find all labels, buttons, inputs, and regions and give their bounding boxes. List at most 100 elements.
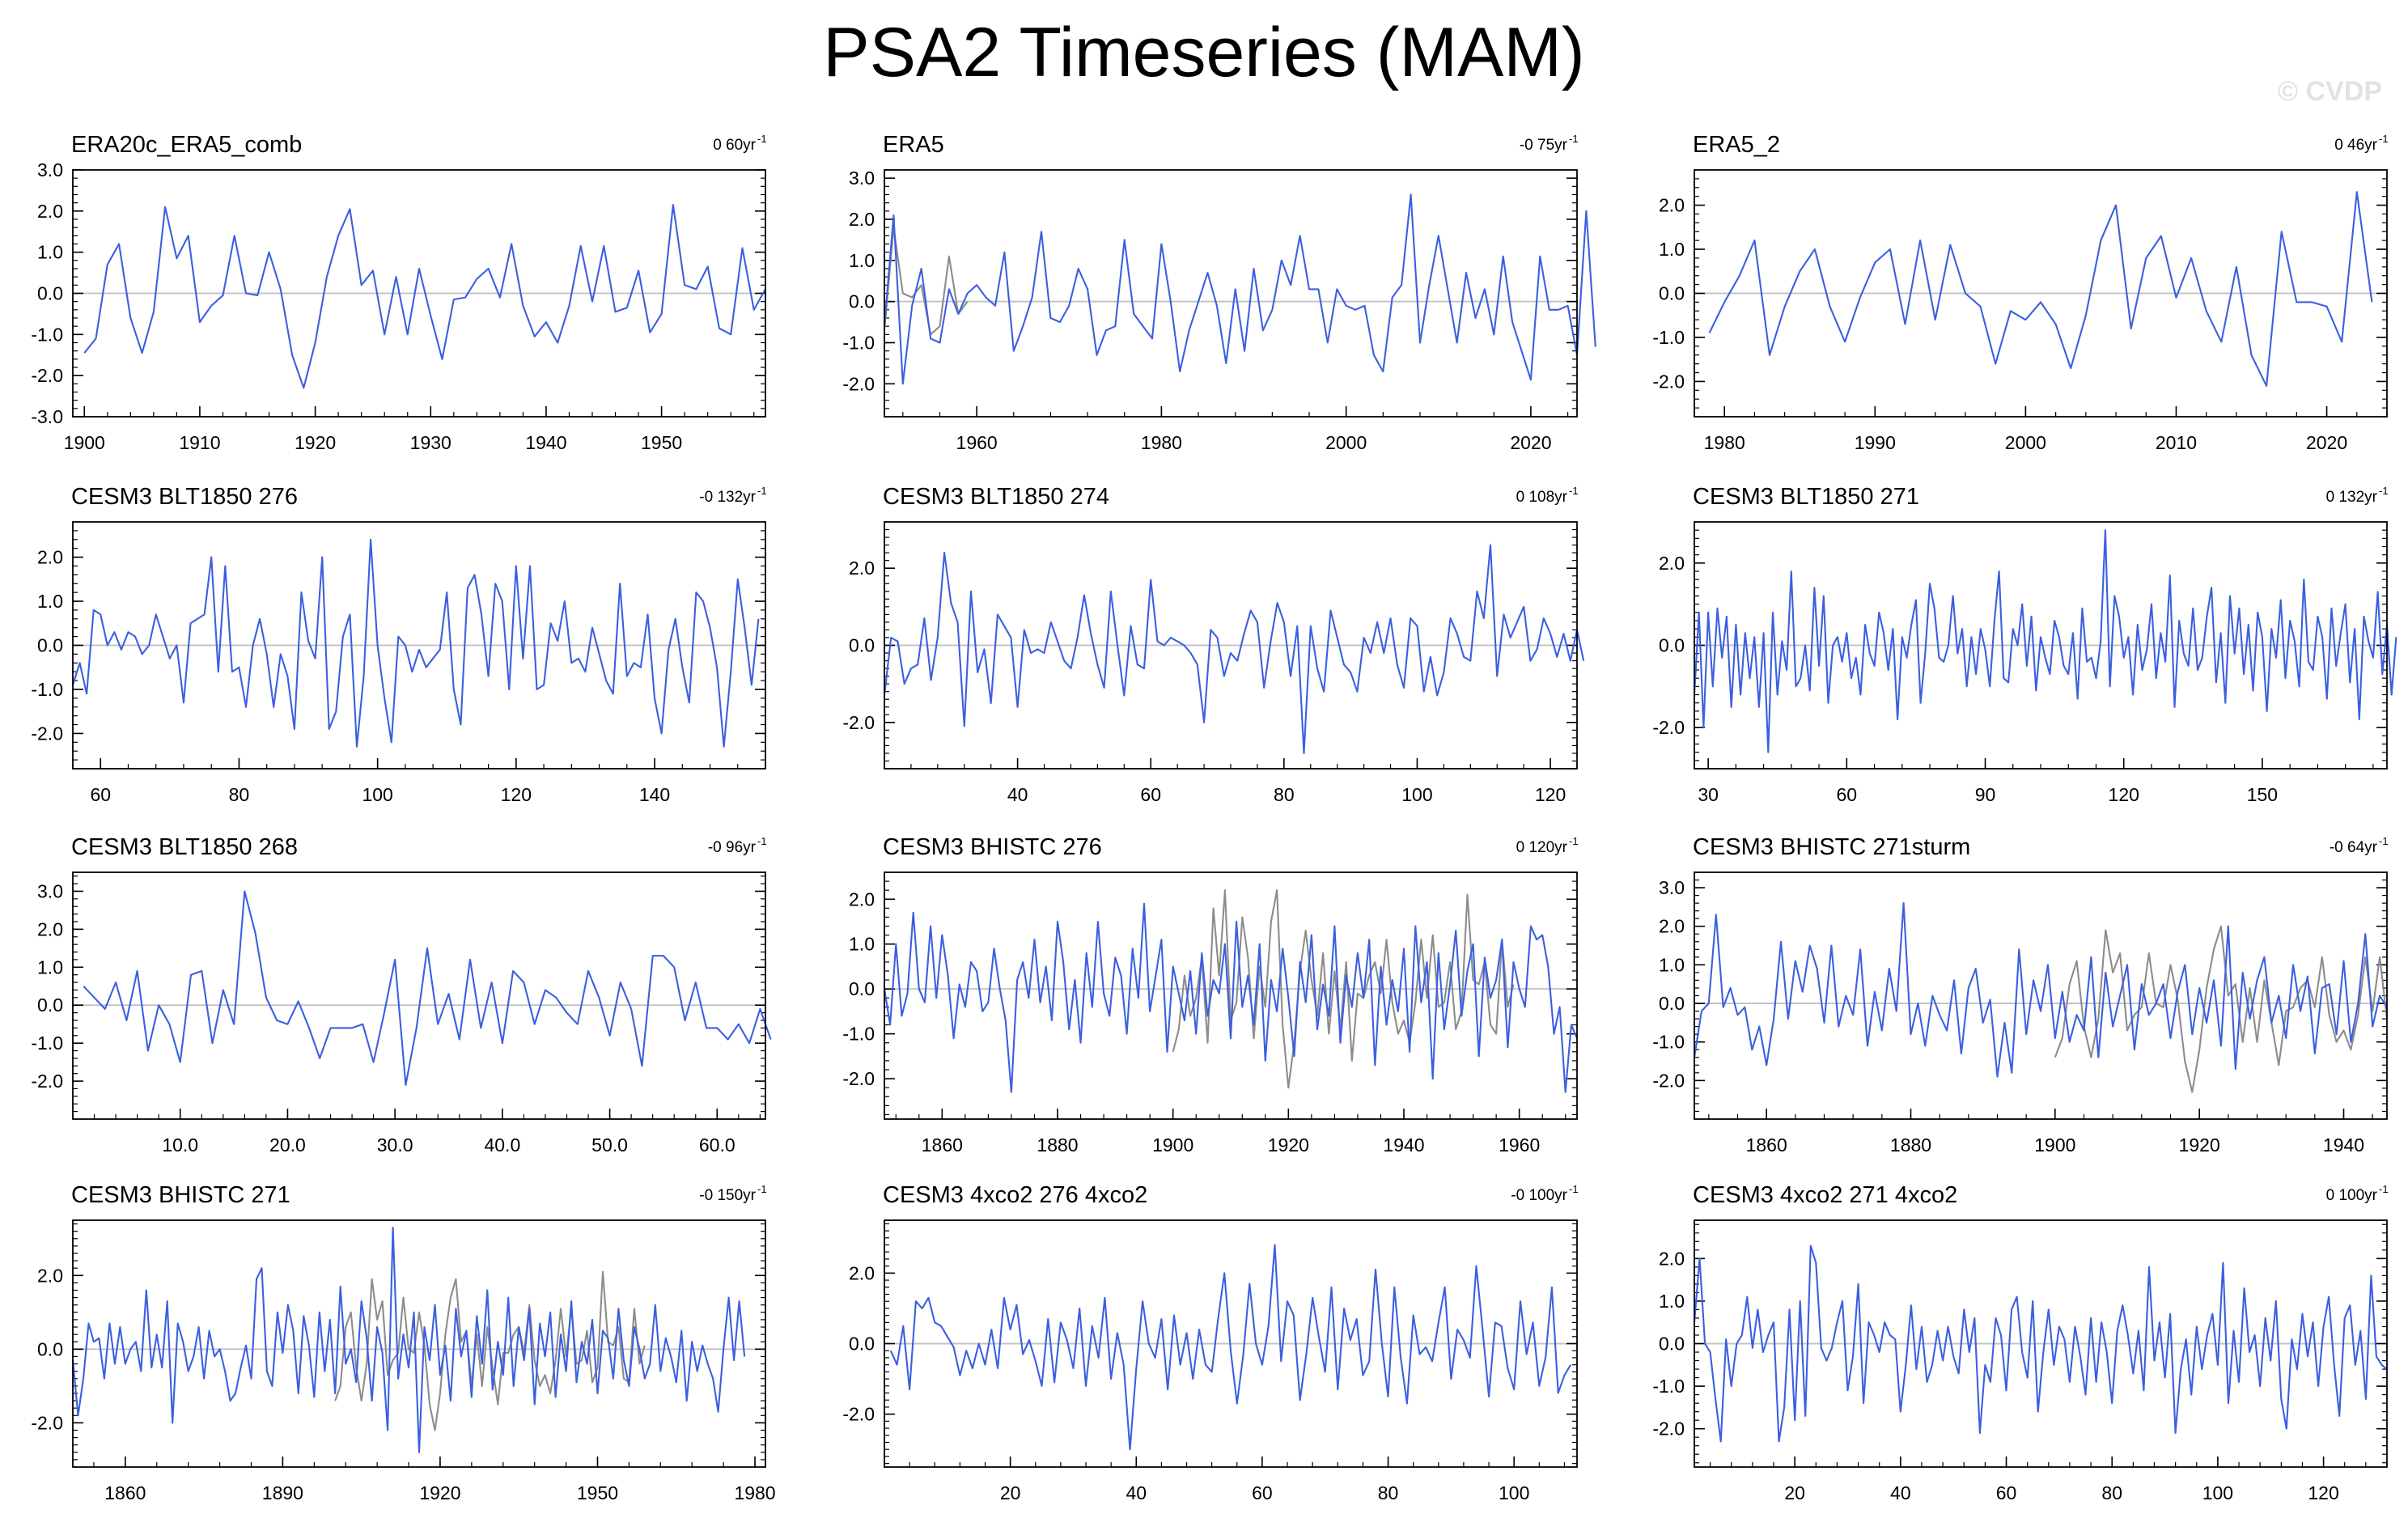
plot-frame bbox=[1694, 169, 2388, 418]
plot-frame bbox=[884, 1219, 1578, 1468]
y-tick-label: 1.0 bbox=[37, 956, 63, 977]
y-tick-label: 2.0 bbox=[849, 1262, 875, 1283]
x-tick-label: 60 bbox=[1837, 784, 1858, 805]
series-line-overlay bbox=[1172, 889, 1515, 1089]
x-tick-label: 1940 bbox=[525, 432, 566, 453]
x-tick-label: 30 bbox=[1698, 784, 1719, 805]
y-tick-label: -1.0 bbox=[31, 324, 63, 345]
x-tick-label: 120 bbox=[2109, 784, 2139, 805]
x-tick-label: 2010 bbox=[2156, 432, 2197, 453]
chart-panel-11: CESM3 4xco2 276 4xco2 -0 100yr -1 -2.0 0.0 2.… bbox=[842, 1182, 1578, 1503]
x-tick-label: 1940 bbox=[1383, 1134, 1424, 1155]
y-tick-label: 1.0 bbox=[1659, 954, 1685, 975]
y-tick-label: -1.0 bbox=[842, 1024, 875, 1045]
chart-panel-3: ERA5_2 0 46yr -1 -2.0 -1.0 0.0 1.0 2.0 1980 1990 2… bbox=[1652, 132, 2388, 453]
panel-title: CESM3 BLT1850 271 bbox=[1693, 484, 1919, 510]
chart-panel-5: CESM3 BLT1850 274 0 108yr -1 -2.0 0.0 2.0 40 60… bbox=[842, 484, 1585, 805]
plot-frame bbox=[72, 1219, 766, 1468]
x-tick-label: 1980 bbox=[1141, 432, 1182, 453]
x-tick-label: 30.0 bbox=[377, 1134, 413, 1155]
x-tick-label: 80 bbox=[1378, 1482, 1399, 1503]
x-tick-label: 90 bbox=[1975, 784, 1996, 805]
cvdp-watermark: © CVDP bbox=[2278, 76, 2382, 107]
plot-frame bbox=[884, 169, 1578, 418]
panel-title: CESM3 BHISTC 271 bbox=[71, 1182, 290, 1208]
x-tick-label: 10.0 bbox=[162, 1134, 198, 1155]
x-tick-label: 2000 bbox=[2005, 432, 2046, 453]
y-tick-label: -2.0 bbox=[1652, 1070, 1685, 1091]
x-tick-label: 40.0 bbox=[484, 1134, 520, 1155]
trend-exponent: -1 bbox=[757, 1183, 767, 1195]
y-tick-label: 0.0 bbox=[37, 283, 63, 304]
panel-title: CESM3 BHISTC 271sturm bbox=[1693, 834, 1970, 860]
chart-panel-6: CESM3 BLT1850 271 0 132yr -1 -2.0 0.0 2.0 30 60… bbox=[1652, 484, 2397, 805]
y-tick-label: -2.0 bbox=[1652, 717, 1685, 738]
x-tick-label: 1920 bbox=[2179, 1134, 2220, 1155]
y-tick-label: 1.0 bbox=[1659, 1291, 1685, 1312]
y-tick-label: 0.0 bbox=[1659, 1334, 1685, 1355]
trend-exponent: -1 bbox=[1569, 133, 1579, 145]
x-tick-label: 1930 bbox=[410, 432, 451, 453]
y-tick-label: 2.0 bbox=[849, 209, 875, 230]
panel-title: CESM3 BLT1850 274 bbox=[883, 484, 1109, 510]
y-tick-label: -2.0 bbox=[31, 1071, 63, 1092]
trend-label: 0 108yr bbox=[1516, 489, 1568, 506]
x-tick-label: 1960 bbox=[1499, 1134, 1540, 1155]
x-tick-label: 1980 bbox=[734, 1482, 775, 1503]
x-tick-label: 2020 bbox=[1510, 432, 1551, 453]
x-tick-label: 150 bbox=[2247, 784, 2278, 805]
plot-frame bbox=[884, 871, 1578, 1120]
x-tick-label: 80 bbox=[2101, 1482, 2122, 1503]
x-tick-label: 140 bbox=[639, 784, 670, 805]
x-tick-label: 1920 bbox=[419, 1482, 460, 1503]
x-tick-label: 60 bbox=[90, 784, 111, 805]
y-tick-label: 1.0 bbox=[37, 591, 63, 612]
series-line-primary bbox=[83, 890, 772, 1086]
x-tick-label: 1860 bbox=[104, 1482, 146, 1503]
trend-label: 0 60yr bbox=[713, 137, 756, 154]
series-line-primary bbox=[883, 902, 1578, 1093]
y-tick-label: 0.0 bbox=[37, 994, 63, 1016]
page-title: PSA2 Timeseries (MAM) bbox=[823, 14, 1585, 91]
series-line-primary bbox=[1693, 1245, 2388, 1443]
y-tick-label: -2.0 bbox=[842, 712, 875, 733]
series-line-overlay bbox=[2054, 925, 2389, 1093]
x-tick-label: 20.0 bbox=[269, 1134, 306, 1155]
chart-panel-7: CESM3 BLT1850 268 -0 96yr -1 -2.0 -1.0 0.0 1.0… bbox=[31, 834, 772, 1155]
x-tick-label: 40 bbox=[1890, 1482, 1911, 1503]
y-tick-label: 3.0 bbox=[849, 167, 875, 189]
x-tick-label: 1950 bbox=[577, 1482, 618, 1503]
trend-exponent: -1 bbox=[2379, 1183, 2389, 1195]
x-tick-label: 1920 bbox=[1268, 1134, 1309, 1155]
x-tick-label: 80 bbox=[1274, 784, 1295, 805]
x-tick-label: 20 bbox=[1000, 1482, 1021, 1503]
x-tick-label: 80 bbox=[229, 784, 250, 805]
series-line-primary bbox=[71, 538, 760, 748]
y-tick-label: -2.0 bbox=[842, 1404, 875, 1425]
trend-exponent: -1 bbox=[757, 133, 767, 145]
trend-exponent: -1 bbox=[1569, 1183, 1579, 1195]
x-tick-label: 1860 bbox=[922, 1134, 963, 1155]
trend-label: 0 46yr bbox=[2334, 137, 2377, 154]
y-tick-label: 2.0 bbox=[1659, 553, 1685, 574]
y-tick-label: 0.0 bbox=[37, 1338, 63, 1359]
trend-label: 0 100yr bbox=[2326, 1187, 2378, 1204]
panel-title: CESM3 BLT1850 276 bbox=[71, 484, 298, 510]
y-tick-label: -3.0 bbox=[31, 406, 63, 427]
trend-exponent: -1 bbox=[2379, 485, 2389, 497]
x-tick-label: 1910 bbox=[179, 432, 220, 453]
y-tick-label: 0.0 bbox=[849, 291, 875, 312]
trend-exponent: -1 bbox=[757, 485, 767, 497]
y-tick-label: 2.0 bbox=[37, 918, 63, 939]
x-tick-label: 1900 bbox=[1152, 1134, 1193, 1155]
x-tick-label: 1980 bbox=[1704, 432, 1745, 453]
chart-panel-8: CESM3 BHISTC 276 0 120yr -1 -2.0 -1.0 0.0 1.0 2… bbox=[842, 834, 1578, 1155]
series-line-primary bbox=[71, 1227, 746, 1453]
x-tick-label: 1950 bbox=[641, 432, 682, 453]
chart-panel-10: CESM3 BHISTC 271 -0 150yr -1 -2.0 0.0 2.0 1860… bbox=[31, 1182, 775, 1503]
x-tick-label: 1860 bbox=[1746, 1134, 1787, 1155]
y-tick-label: 2.0 bbox=[849, 558, 875, 579]
trend-label: 0 132yr bbox=[2326, 489, 2378, 506]
series-line-primary bbox=[1693, 902, 2388, 1078]
